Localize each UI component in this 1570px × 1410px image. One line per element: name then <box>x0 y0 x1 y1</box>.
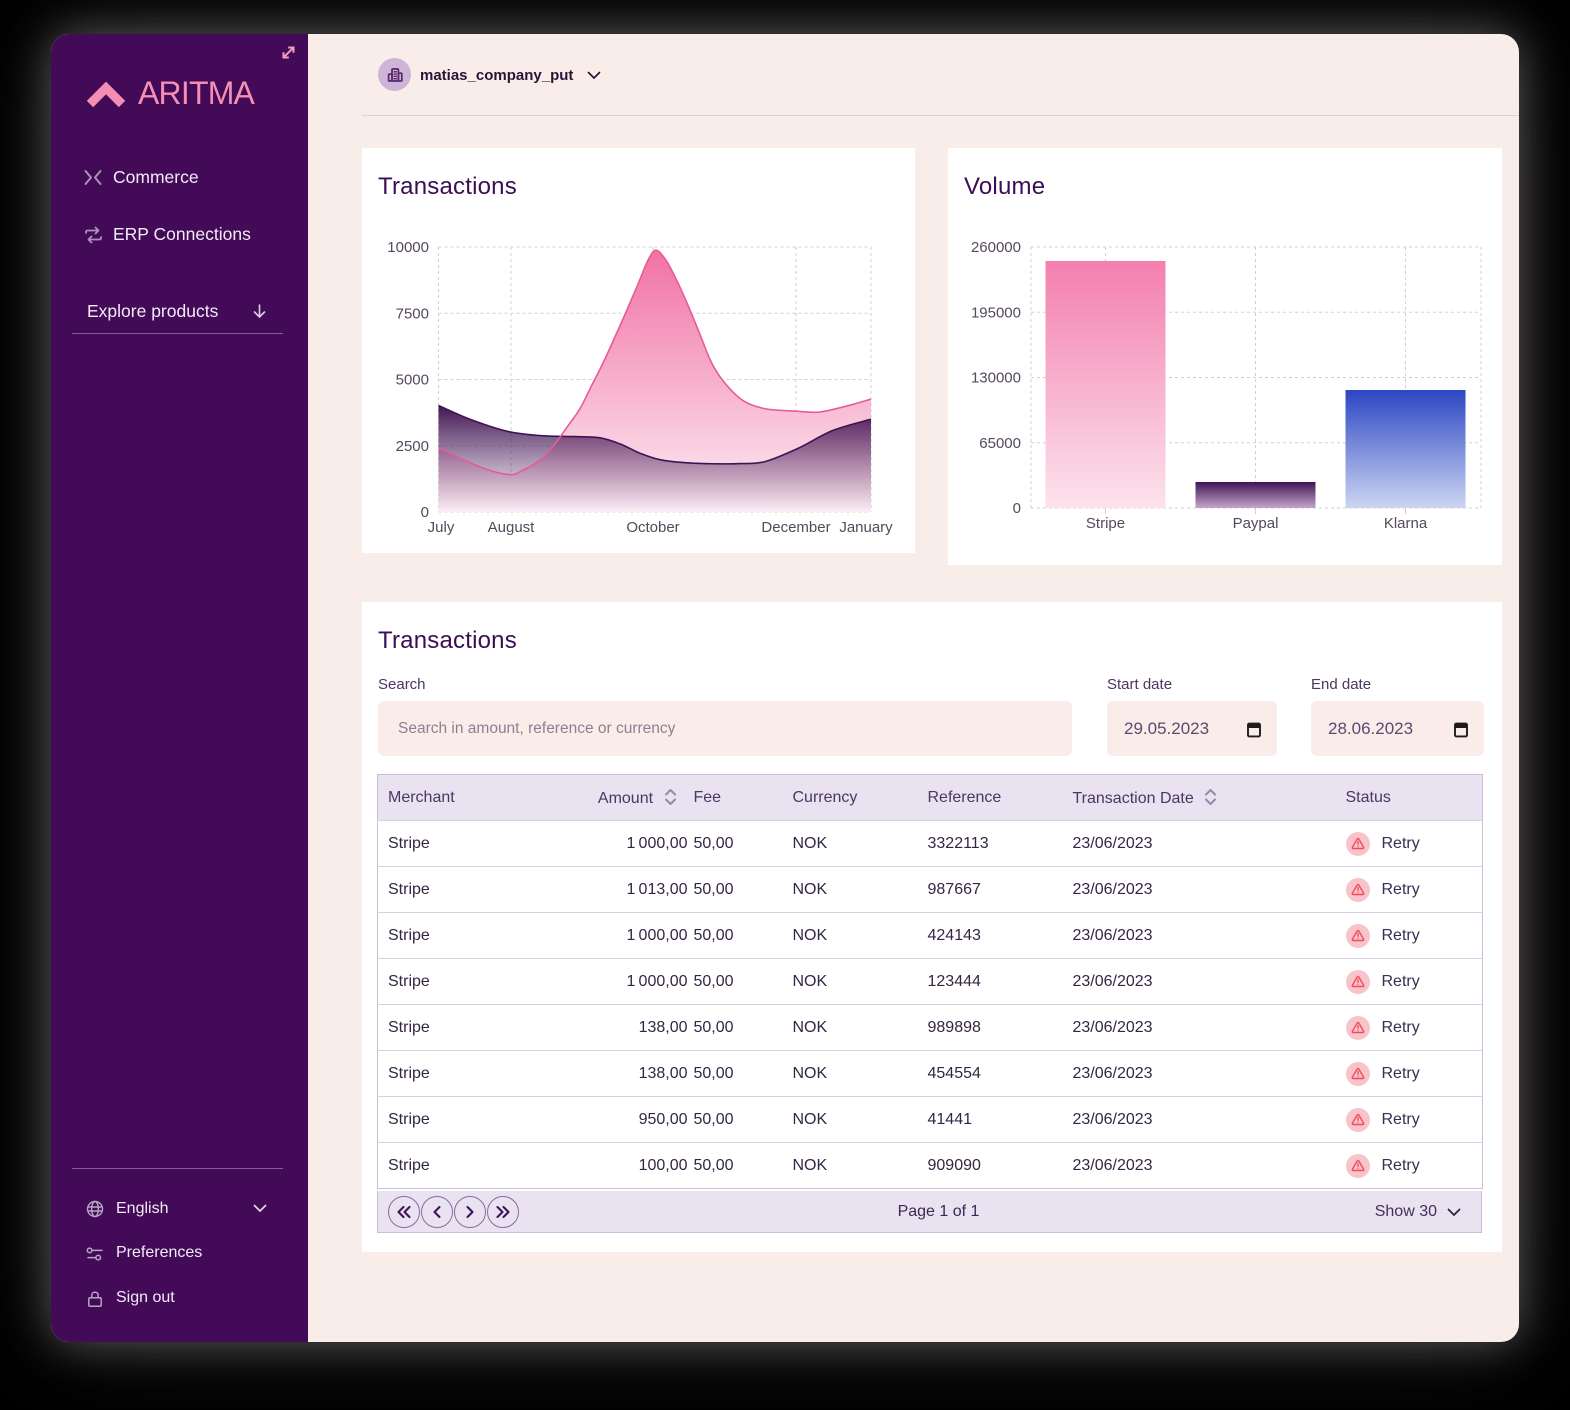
svg-text:130000: 130000 <box>971 370 1021 387</box>
svg-text:195000: 195000 <box>971 304 1021 321</box>
svg-text:Klarna: Klarna <box>1384 515 1428 532</box>
svg-text:October: October <box>626 519 679 536</box>
svg-text:July: July <box>428 519 455 536</box>
svg-text:January: January <box>839 519 893 536</box>
svg-text:2500: 2500 <box>396 438 429 455</box>
svg-text:5000: 5000 <box>396 372 429 389</box>
svg-text:December: December <box>761 519 830 536</box>
svg-text:260000: 260000 <box>971 239 1021 256</box>
svg-text:10000: 10000 <box>387 239 429 256</box>
svg-text:Paypal: Paypal <box>1233 515 1279 532</box>
svg-text:0: 0 <box>421 504 429 521</box>
svg-text:Stripe: Stripe <box>1086 515 1125 532</box>
svg-text:65000: 65000 <box>979 435 1021 452</box>
svg-text:7500: 7500 <box>396 305 429 322</box>
svg-text:August: August <box>488 519 536 536</box>
svg-text:0: 0 <box>1013 500 1021 517</box>
